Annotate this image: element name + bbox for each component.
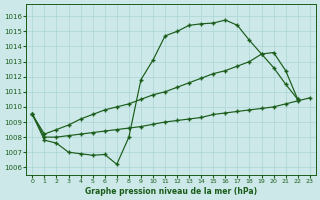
X-axis label: Graphe pression niveau de la mer (hPa): Graphe pression niveau de la mer (hPa) [85, 187, 257, 196]
